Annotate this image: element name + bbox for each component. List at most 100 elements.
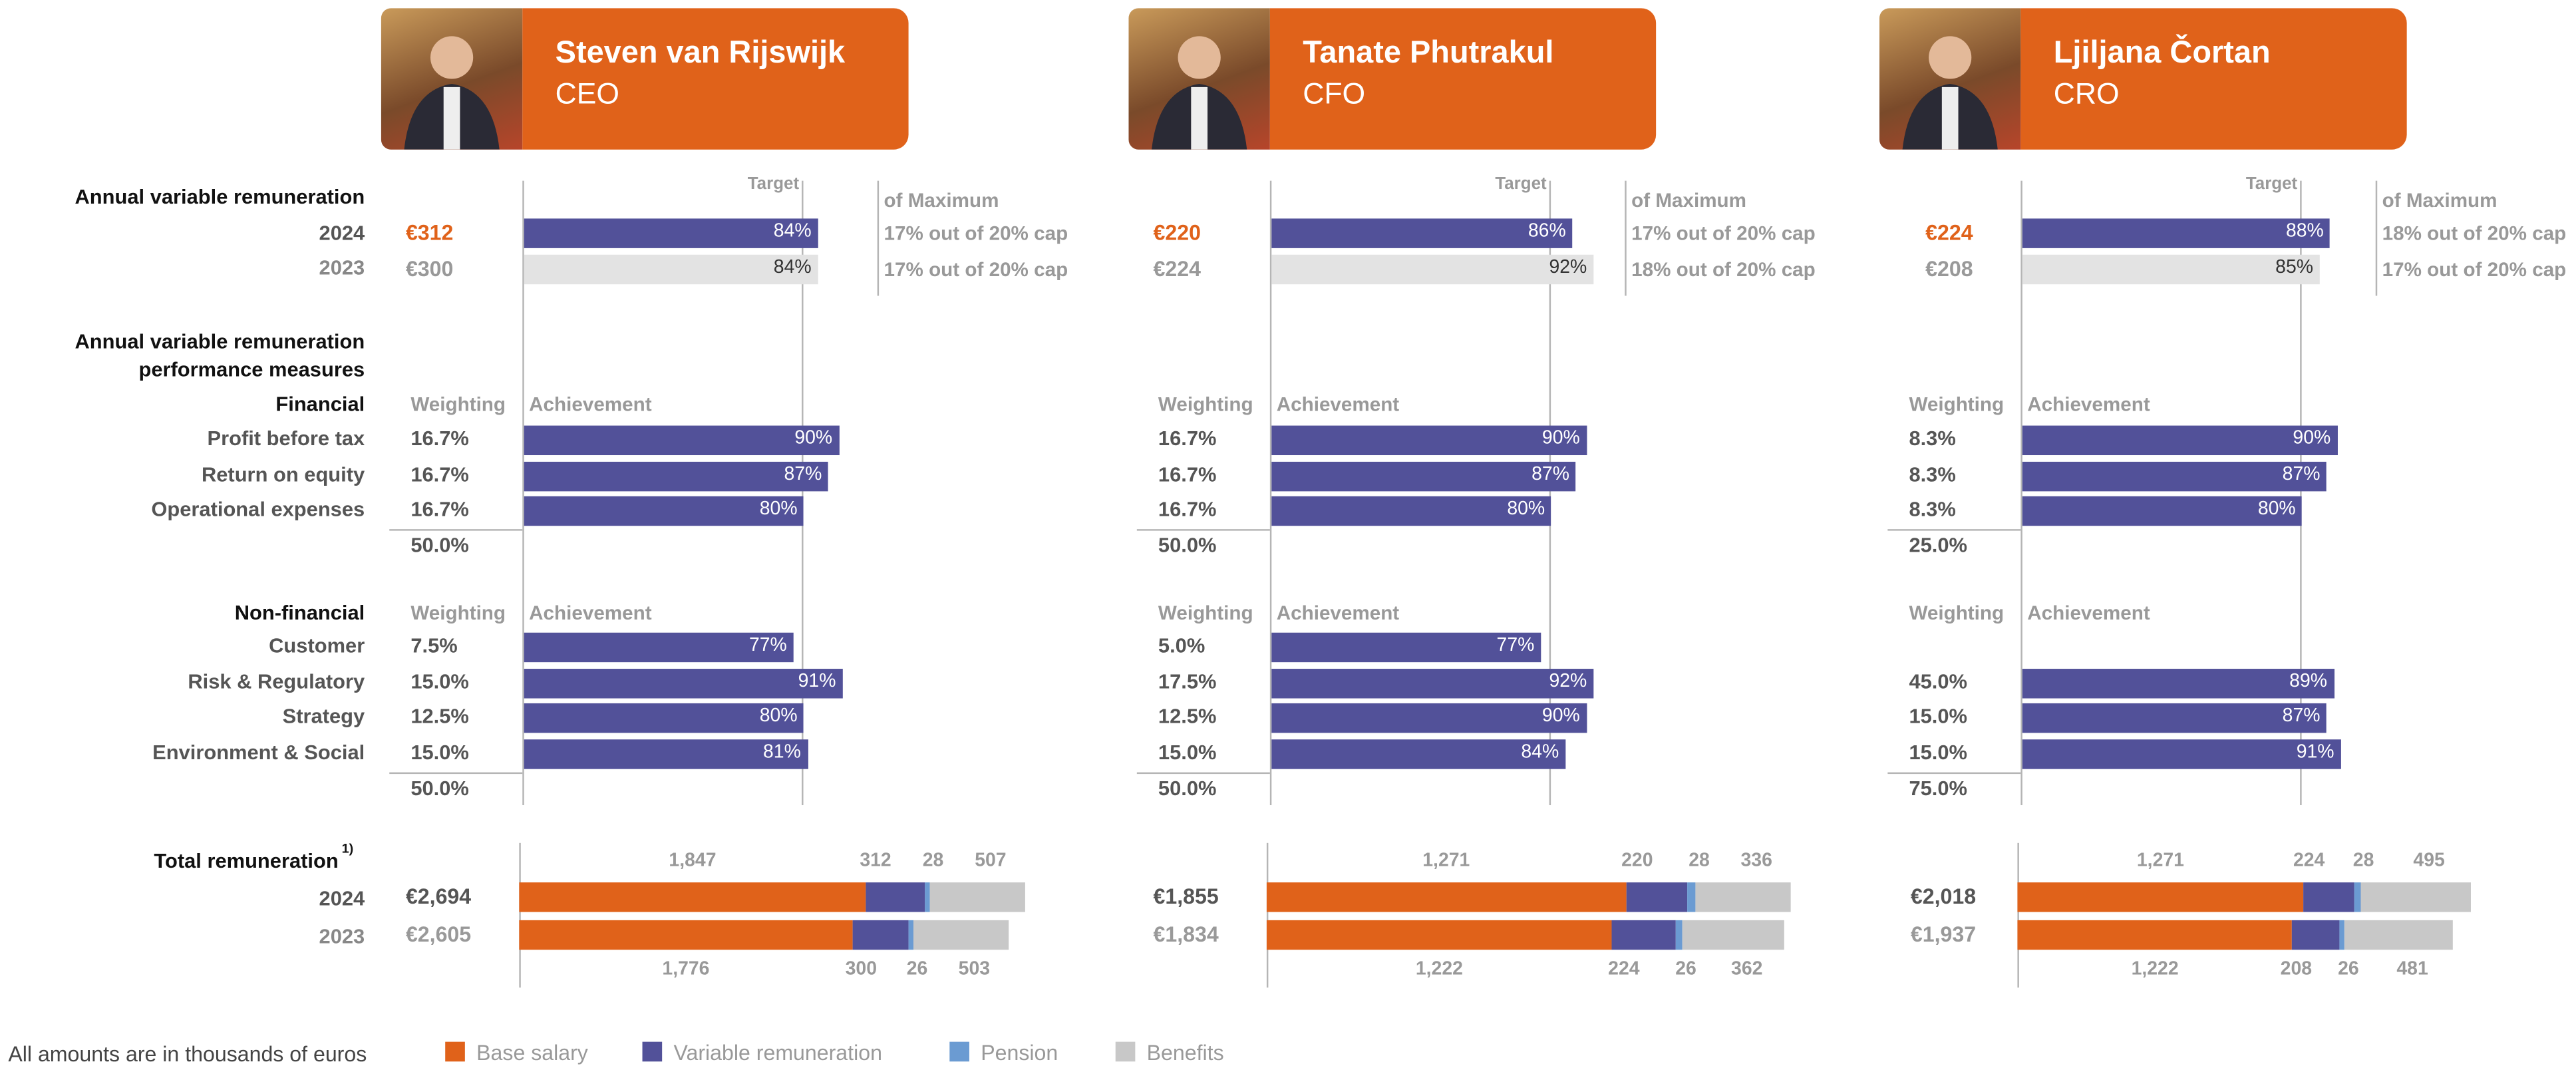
variable-segment <box>2303 882 2354 912</box>
achievement-bar: 80% <box>524 703 804 733</box>
target-line <box>1549 180 1552 806</box>
achievement-bar: 89% <box>2022 669 2334 699</box>
benefits-segment <box>929 882 1025 912</box>
segment-value-label: 1,222 <box>1415 960 1463 980</box>
segment-value-label: 1,776 <box>662 960 710 980</box>
segment-value-label: 224 <box>1608 960 1640 980</box>
achievement-bar: 90% <box>2022 425 2338 456</box>
financial-measure-label: Profit before tax <box>207 427 365 450</box>
segment-value-label: 224 <box>2293 851 2325 871</box>
weighting-total-line <box>389 529 523 531</box>
segment-value-label: 507 <box>975 851 1007 871</box>
weighting-total-line <box>1136 772 1270 775</box>
achievement-bar: 90% <box>524 425 840 456</box>
achievement-bar-label: 80% <box>759 499 798 520</box>
achievement-bar: 87% <box>2022 461 2327 492</box>
cap-label: 18% out of 20% cap <box>1631 258 1816 281</box>
total-title: Total remuneration <box>154 849 339 873</box>
financial-measure-label: Return on equity <box>201 463 365 486</box>
avr-bar: 85% <box>2022 254 2320 285</box>
base-salary-segment <box>2017 920 2293 950</box>
segment-value-label: 495 <box>2413 851 2445 871</box>
cap-label: 17% out of 20% cap <box>2382 258 2567 281</box>
variable-segment <box>1611 920 1676 950</box>
variable-segment <box>866 882 925 912</box>
executive-role: CFO <box>1303 77 1366 110</box>
non-financial-measure-label: Customer <box>269 634 365 657</box>
legend-variable-remuneration-swatch <box>642 1041 663 1062</box>
segment-value-label: 26 <box>906 960 928 980</box>
weighting-total: 50.0% <box>410 534 469 558</box>
weighting-total: 75.0% <box>1909 777 1967 801</box>
avr-title: Annual variable remuneration <box>75 186 365 209</box>
avr-bar: 88% <box>2022 218 2331 248</box>
pension-segment <box>1675 920 1683 950</box>
of-maximum-label: of Maximum <box>1631 188 1747 212</box>
maximum-line <box>877 180 880 296</box>
segment-value-label: 208 <box>2280 960 2313 980</box>
achievement-bar: 84% <box>1271 739 1566 769</box>
achievement-bar: 80% <box>524 496 804 526</box>
achievement-bar: 87% <box>1271 461 1576 492</box>
segment-value-label: 300 <box>845 960 878 980</box>
legend-benefits-label: Benefits <box>1146 1040 1224 1065</box>
weight-value: 5.0% <box>1158 634 1206 657</box>
financial-measure-label: Operational expenses <box>151 498 365 521</box>
achievement-bar-label: 90% <box>1541 429 1580 449</box>
weighting-total: 50.0% <box>1158 777 1217 801</box>
total-amount: €2,605 <box>405 922 472 947</box>
cap-label: 17% out of 20% cap <box>884 258 1068 281</box>
legend-variable-remuneration-label: Variable remuneration <box>673 1040 882 1065</box>
base-salary-segment <box>519 882 866 912</box>
achievement-bar: 91% <box>2022 739 2341 769</box>
achievement-header: Achievement <box>529 601 652 625</box>
achievement-bar: 90% <box>1271 425 1587 456</box>
perf-title-1: Annual variable remuneration <box>75 330 365 353</box>
achievement-bar-label: 80% <box>759 706 798 727</box>
pension-segment <box>924 882 930 912</box>
weighting-header: Weighting <box>410 601 506 625</box>
achievement-bar: 87% <box>524 461 829 492</box>
achievement-bar-label: 90% <box>1541 706 1580 727</box>
avr-bar: 84% <box>524 218 818 248</box>
weight-value: 45.0% <box>1909 670 1967 694</box>
weighting-total-line <box>1887 529 2021 531</box>
pension-segment <box>2354 882 2360 912</box>
achievement-bar: 87% <box>2022 703 2327 733</box>
achievement-bar: 80% <box>2022 496 2303 526</box>
weight-value: 8.3% <box>1909 463 1956 486</box>
avr-bar-label: 84% <box>773 222 812 242</box>
total-axis-line <box>519 842 521 988</box>
financial-heading: Financial <box>275 393 365 416</box>
weighting-header: Weighting <box>1909 393 2005 416</box>
target-line <box>802 180 804 806</box>
achievement-bar-label: 89% <box>2289 671 2328 692</box>
avr-amount: €208 <box>1925 256 1973 281</box>
target-label: Target <box>1495 174 1547 194</box>
achievement-header: Achievement <box>1276 601 1400 625</box>
axis-line <box>2020 180 2022 806</box>
segment-value-label: 336 <box>1740 851 1772 871</box>
pension-segment <box>2339 920 2345 950</box>
axis-line <box>1269 180 1272 806</box>
achievement-header: Achievement <box>529 393 652 416</box>
avr-amount: €224 <box>1153 256 1201 281</box>
achievement-bar: 81% <box>524 739 808 769</box>
weight-value: 8.3% <box>1909 427 1956 450</box>
pension-segment <box>909 920 914 950</box>
segment-value-label: 26 <box>2338 960 2359 980</box>
achievement-bar: 91% <box>524 669 843 699</box>
avr-amount: €312 <box>405 220 454 245</box>
target-line <box>2301 180 2303 806</box>
benefits-segment <box>913 920 1009 950</box>
segment-value-label: 28 <box>922 851 944 871</box>
weighting-total-line <box>1136 529 1270 531</box>
weight-value: 16.7% <box>410 498 469 521</box>
executive-name: Ljiljana Čortan <box>2053 36 2271 71</box>
avr-bar-label: 84% <box>773 258 812 278</box>
segment-value-label: 28 <box>2352 851 2374 871</box>
executive-role: CEO <box>555 77 620 110</box>
executive-role: CRO <box>2053 77 2120 110</box>
pension-segment <box>1688 882 1696 912</box>
portrait-photo <box>1879 8 2021 150</box>
